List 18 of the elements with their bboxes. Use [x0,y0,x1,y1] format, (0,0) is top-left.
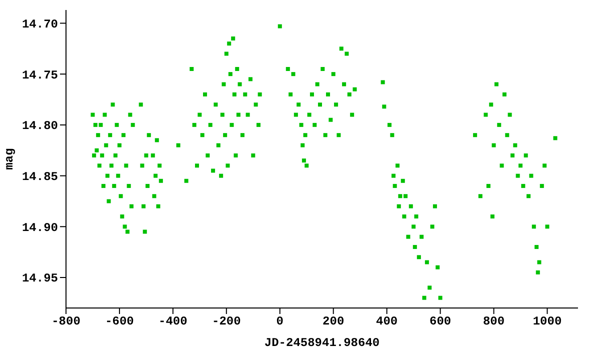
x-tick-label: -600 [105,314,134,329]
x-tick-label: 200 [322,314,344,329]
y-tick-label: 14.90 [22,220,58,235]
y-tick-label: 14.80 [22,119,58,134]
x-axis-title: JD-2458941.98640 [264,336,380,350]
x-tick-label: 1000 [532,314,562,329]
x-tick-label: 0 [276,314,284,329]
y-tick-label: 14.75 [22,68,58,82]
x-tick-label: 600 [430,314,452,329]
x-tick-label: -200 [212,314,241,329]
x-tick-label: 800 [482,314,505,329]
x-tick-label: -800 [52,314,80,329]
y-tick-label: 14.85 [22,170,58,184]
y-axis-title: mag [2,148,16,170]
x-tick-label: 400 [376,314,398,329]
y-tick-label: 14.70 [22,17,58,32]
x-tick-label: -400 [158,314,188,329]
y-tick-label: 14.95 [22,272,58,286]
